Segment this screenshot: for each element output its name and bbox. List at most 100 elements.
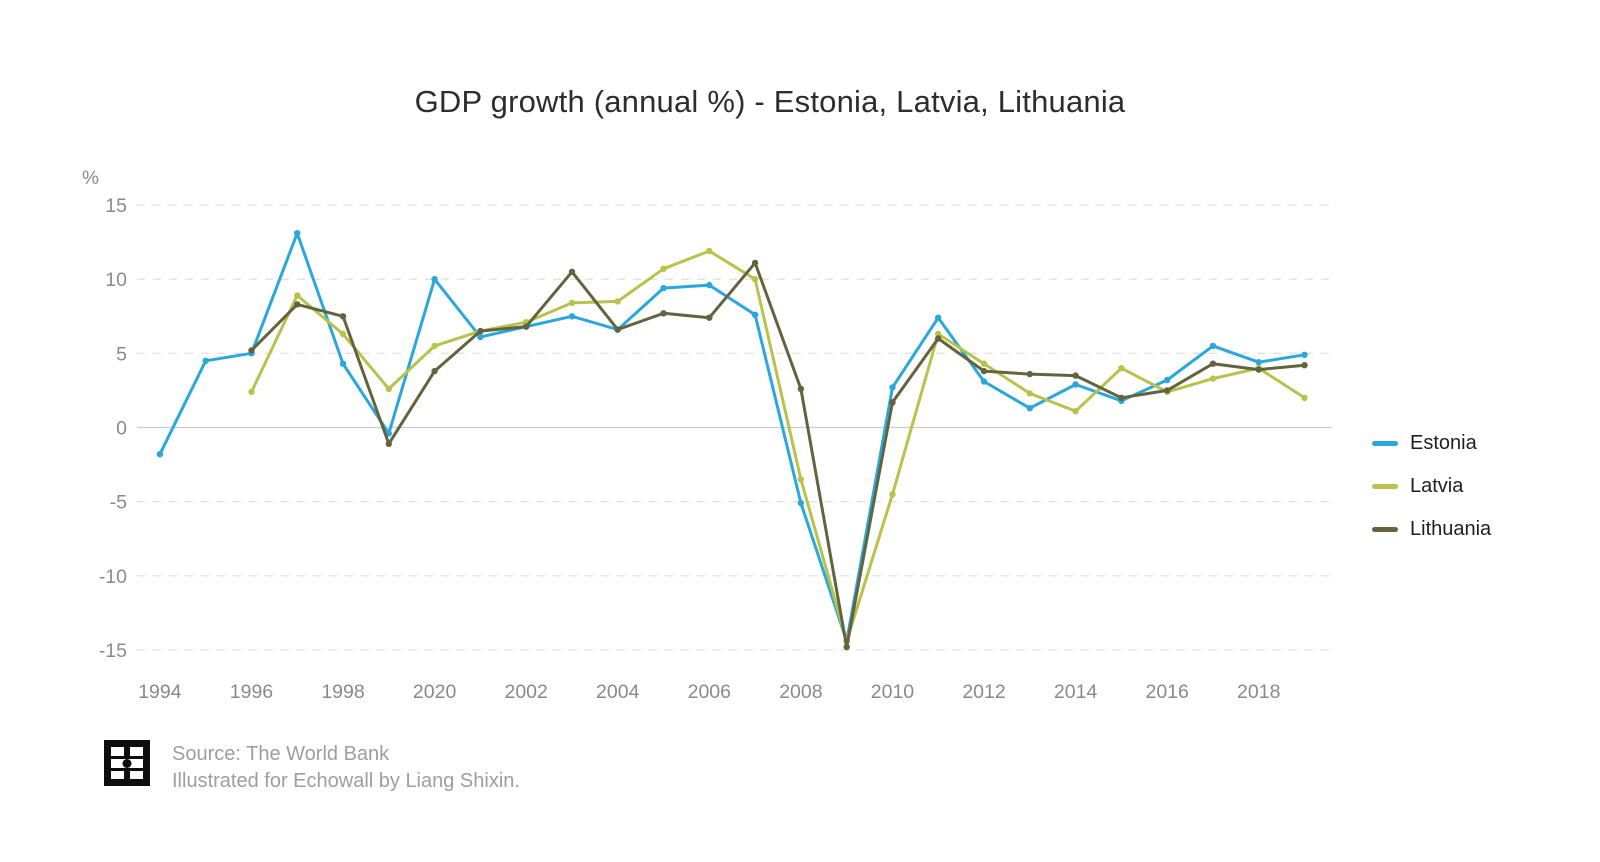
lithuania-data-point [1072, 372, 1079, 379]
estonia-data-point [477, 333, 484, 341]
y-tick-label: -15 [99, 640, 127, 662]
latvia-data-point [935, 330, 942, 338]
x-tick-label: 2020 [413, 681, 457, 703]
x-tick-label: 2006 [688, 681, 731, 703]
lithuania-data-point [980, 367, 988, 375]
latvia-data-point [431, 342, 438, 350]
estonia-data-point [202, 357, 209, 364]
estonia-data-point [751, 311, 759, 318]
lithuania-data-point [614, 326, 621, 333]
x-tick-label: 2002 [504, 681, 547, 703]
latvia-data-point [339, 330, 347, 338]
y-axis-unit-label: % [82, 168, 99, 189]
latvia-data-point [1118, 365, 1125, 372]
lithuania-data-point [797, 385, 805, 393]
latvia-data-point [385, 385, 392, 393]
y-tick-label: -10 [99, 566, 127, 588]
latvia-data-point [1072, 408, 1079, 415]
latvia-data-point [568, 299, 576, 307]
latvia-data-point [706, 247, 713, 255]
y-tick-label: 15 [105, 195, 127, 217]
estonia-data-point [568, 313, 576, 320]
lithuania-line [250, 261, 1306, 649]
legend-item-estonia: Estonia [1372, 431, 1491, 455]
source-line: Source: The World Bank [172, 743, 390, 765]
lithuania-data-point [843, 643, 850, 651]
estonia-data-point [889, 384, 896, 391]
x-tick-label: 2008 [779, 681, 822, 703]
estonia-data-point [1209, 342, 1217, 350]
latvia-data-point [1026, 390, 1034, 397]
estonia-data-point [1255, 359, 1262, 366]
estonia-data-point [706, 281, 713, 289]
latvia-line [250, 249, 1306, 643]
lithuania-data-point [889, 399, 896, 406]
lithuania-data-point [568, 268, 576, 275]
lithuania-data-point [294, 301, 301, 308]
latvia-data-point [751, 276, 759, 283]
estonia-data-point [1026, 405, 1034, 412]
y-tick-label: -5 [110, 492, 127, 514]
lithuania-data-point [1164, 387, 1171, 394]
estonia-data-point [1072, 381, 1079, 388]
x-tick-label: 2010 [871, 681, 915, 703]
x-tick-label: 2004 [596, 681, 640, 703]
estonia-data-point [294, 230, 301, 237]
footer: Source: The World Bank Illustrated for E… [104, 740, 520, 795]
estonia-line-swatch [1372, 440, 1398, 446]
echowall-logo-icon [104, 740, 150, 786]
estonia-data-point [431, 276, 438, 283]
legend: Estonia Latvia Lithuania [1372, 431, 1491, 560]
lithuania-data-point [248, 347, 255, 354]
lithuania-data-point [1209, 360, 1217, 367]
credit-line: Illustrated for Echowall by Liang Shixin… [172, 770, 520, 792]
x-tick-label: 1996 [230, 681, 273, 703]
x-tick-label: 2014 [1054, 681, 1098, 703]
estonia-line [158, 231, 1306, 643]
estonia-data-point [1164, 376, 1171, 384]
x-tick-label: 2018 [1237, 681, 1280, 703]
legend-label-estonia: Estonia [1410, 431, 1477, 454]
x-tick-label: 2012 [962, 681, 1005, 703]
lithuania-data-point [477, 327, 484, 335]
latvia-data-point [797, 476, 805, 483]
latvia-data-point [1209, 375, 1217, 382]
lithuania-data-point [385, 440, 392, 447]
x-tick-label: 2016 [1145, 681, 1188, 703]
lithuania-data-point [1301, 362, 1308, 369]
latvia-data-point [980, 360, 988, 367]
estonia-data-point [797, 499, 805, 507]
x-tick-label: 1994 [138, 681, 182, 703]
latvia-data-point [889, 491, 896, 498]
lithuania-data-point [523, 323, 530, 330]
estonia-data-point [1301, 351, 1308, 358]
lithuania-data-point [431, 367, 438, 375]
y-tick-label: 5 [116, 343, 127, 365]
latvia-data-point [248, 388, 255, 396]
latvia-data-point [294, 292, 301, 299]
latvia-data-point [660, 265, 667, 272]
legend-label-lithuania: Lithuania [1410, 517, 1492, 540]
lithuania-data-point [1255, 366, 1262, 373]
legend-label-latvia: Latvia [1410, 474, 1464, 497]
estonia-data-point [339, 360, 347, 367]
lithuania-data-point [751, 259, 759, 267]
latvia-data-point [614, 298, 621, 305]
estonia-data-point [935, 314, 942, 321]
lithuania-data-point [339, 313, 347, 320]
latvia-data-point [1301, 394, 1308, 401]
lithuania-line-swatch [1372, 526, 1398, 532]
lithuania-data-point [706, 314, 713, 321]
x-tick-label: 1998 [321, 681, 364, 703]
lithuania-data-point [1118, 394, 1125, 401]
lithuania-data-point [1026, 370, 1034, 378]
y-tick-label: 0 [116, 418, 127, 440]
legend-item-latvia: Latvia [1372, 474, 1491, 498]
lithuania-data-point [935, 335, 942, 342]
estonia-data-point [156, 451, 164, 458]
estonia-data-point [660, 284, 667, 292]
attribution: Source: The World Bank Illustrated for E… [172, 740, 520, 795]
latvia-line-swatch [1372, 483, 1398, 489]
chart-title: GDP growth (annual %) - Estonia, Latvia,… [414, 84, 1126, 119]
